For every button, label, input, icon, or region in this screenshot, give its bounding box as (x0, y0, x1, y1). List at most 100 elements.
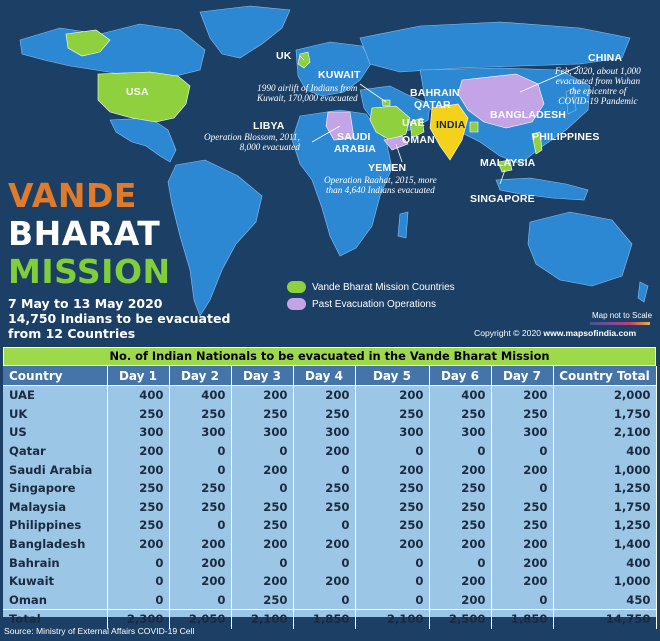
label-usa: USA (126, 86, 149, 98)
value-cell: 200 (231, 385, 294, 405)
india (429, 103, 469, 161)
value-cell: 250 (429, 478, 492, 498)
table-row: US 300 300 300 300 300 300 300 2,100 (3, 423, 657, 442)
value-cell: 0 (169, 441, 232, 461)
label-arabia: ARABIA (334, 143, 377, 155)
value-cell: 250 (107, 497, 170, 517)
value-cell: 250 (355, 516, 430, 535)
value-cell: 250 (107, 404, 170, 424)
value-cell: 200 (429, 460, 492, 479)
column-header: Day 3 (231, 366, 294, 386)
south-america (167, 159, 263, 317)
value-cell: 0 (355, 590, 430, 610)
value-cell: 200 (491, 534, 554, 554)
label-yemen: YEMEN (368, 162, 407, 174)
label-kuwait: KUWAIT (318, 69, 361, 81)
value-cell: 0 (429, 441, 492, 461)
value-cell: 2,050 (169, 609, 232, 629)
value-cell: 0 (491, 478, 554, 498)
value-cell: 1,750 (553, 404, 657, 424)
value-cell: 250 (169, 478, 232, 498)
country-cell: Bahrain (3, 553, 108, 572)
value-cell: 400 (169, 385, 232, 405)
value-cell: 250 (293, 404, 356, 424)
table-title: No. of Indian Nationals to be evacuated … (3, 347, 656, 366)
value-cell: 250 (231, 404, 294, 424)
value-cell: 200 (355, 460, 430, 479)
note-yemen: Operation Raahat, 2015, more than 4,640 … (324, 175, 437, 195)
japan (565, 87, 577, 115)
legend-label: Vande Bharat Mission Countries (312, 281, 455, 293)
note-yemen-line-2: than 4,640 Indians evacuated (326, 185, 435, 195)
column-header: Country Total (553, 366, 657, 386)
legend-item-vande-bharat: Vande Bharat Mission Countries (287, 280, 455, 294)
philippines (531, 131, 543, 155)
value-cell: 0 (429, 553, 492, 572)
legend-swatch-green (287, 281, 306, 293)
value-cell: 300 (169, 423, 232, 442)
value-cell: 1,850 (491, 609, 554, 629)
value-cell: 400 (553, 553, 657, 572)
title-vande: VANDE (8, 176, 137, 215)
table-row: Saudi Arabia 200 0 200 0 200 200 200 1,000 (3, 460, 657, 479)
value-cell: 250 (231, 497, 294, 517)
value-cell: 300 (293, 423, 356, 442)
value-cell: 200 (231, 571, 294, 591)
value-cell: 2,300 (107, 609, 170, 629)
total-row: Total 2,300 2,050 2,100 1,850 2,100 2,500 1,850… (3, 609, 657, 629)
value-cell: 14,750 (553, 609, 657, 629)
value-cell: 200 (293, 441, 356, 461)
country-cell: Philippines (3, 516, 108, 535)
subtitle-countries: from 12 Countries (8, 326, 136, 341)
value-cell: 250 (107, 478, 170, 498)
country-cell: Saudi Arabia (3, 460, 108, 479)
value-cell: 2,100 (553, 423, 657, 442)
value-cell: 250 (429, 404, 492, 424)
label-oman: OMAN (402, 134, 435, 146)
value-cell: 250 (169, 404, 232, 424)
value-cell: 300 (355, 423, 430, 442)
value-cell: 450 (553, 590, 657, 610)
value-cell: 0 (293, 460, 356, 479)
value-cell: 0 (491, 590, 554, 610)
note-china-line-1: Feb, 2020, about 1,000 (555, 66, 641, 76)
note-china: Feb, 2020, about 1,000 evacuated from Wu… (555, 66, 641, 106)
legend-swatch-lilac (287, 298, 306, 310)
table-row: Oman 0 0 250 0 0 200 0 450 (3, 590, 657, 610)
source-note: Source: Ministry of External Affairs COV… (4, 626, 195, 636)
column-header: Day 5 (355, 366, 430, 386)
alaska (65, 29, 111, 57)
label-qatar: QATAR (414, 99, 451, 111)
value-cell: 0 (107, 590, 170, 610)
value-cell: 200 (293, 571, 356, 591)
value-cell: 0 (169, 516, 232, 535)
country-cell: Singapore (3, 478, 108, 498)
column-header: Day 6 (429, 366, 492, 386)
country-cell: Kuwait (3, 571, 108, 591)
value-cell: 1,250 (553, 516, 657, 535)
column-header: Day 2 (169, 366, 232, 386)
country-cell: US (3, 423, 108, 442)
value-cell: 200 (293, 385, 356, 405)
value-cell: 400 (429, 385, 492, 405)
value-cell: 1,000 (553, 460, 657, 479)
column-header: Day 4 (293, 366, 356, 386)
value-cell: 200 (355, 534, 430, 554)
madagascar (397, 211, 409, 239)
value-cell: 200 (429, 590, 492, 610)
table-row: Kuwait 0 200 200 200 0 200 200 1,000 (3, 571, 657, 591)
value-cell: 0 (293, 590, 356, 610)
indonesia (495, 177, 589, 201)
oman (409, 117, 425, 139)
note-china-line-3: the epicentre of (569, 86, 627, 96)
value-cell: 1,750 (553, 497, 657, 517)
value-cell: 0 (355, 571, 430, 591)
value-cell: 200 (293, 534, 356, 554)
value-cell: 200 (231, 460, 294, 479)
value-cell: 200 (429, 571, 492, 591)
evacuation-table-panel: No. of Indian Nationals to be evacuated … (3, 347, 657, 629)
world-map (19, 5, 649, 317)
label-singapore: SINGAPORE (470, 193, 535, 205)
column-header: Country (3, 366, 108, 386)
